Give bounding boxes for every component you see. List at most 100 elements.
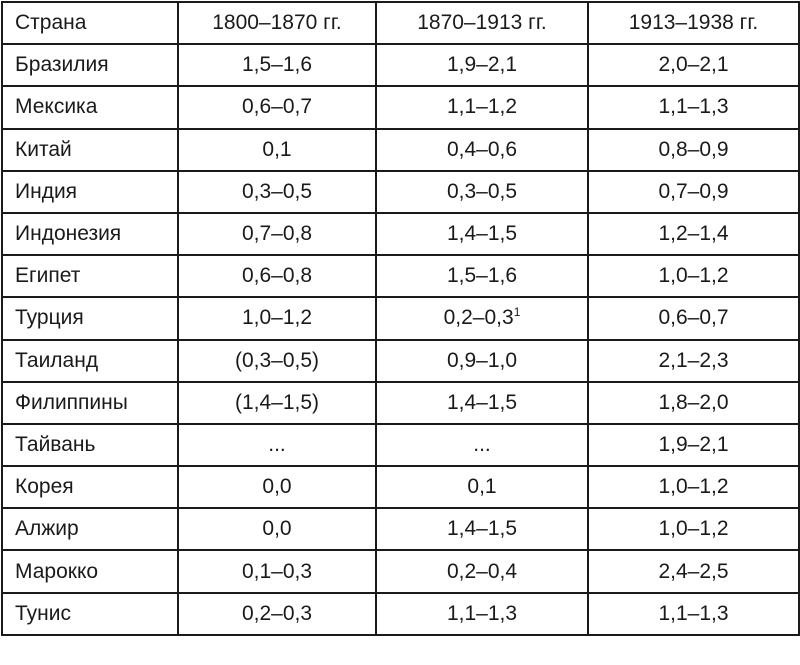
country-cell: Бразилия [1,43,179,88]
cell-text: 0,1 [467,475,497,499]
cell-text: Алжир [15,517,79,541]
country-cell: Тунис [1,591,179,636]
country-cell: Мексика [1,85,179,130]
footnote-marker: 1 [513,305,521,320]
cell-text: Индия [15,179,78,203]
value-1800-1870: 0,2–0,3 [177,591,377,636]
table-row: Мексика 0,6–0,7 1,1–1,2 1,1–1,3 [1,85,800,130]
cell-text: Корея [15,475,74,499]
cell-text: Индонезия [15,222,122,246]
country-cell: Филиппины [1,380,179,425]
cell-text: 0,4–0,6 [446,137,518,161]
cell-text: 0,9–1,0 [446,348,518,372]
value-1870-1913: 0,2–0,4 [375,549,589,594]
value-1870-1913: 1,1–1,3 [375,591,589,636]
value-1913-1938: 2,4–2,5 [587,549,800,594]
cell-text: 0,2–0,3 [443,306,514,330]
value-1870-1913: 1,5–1,6 [375,254,589,299]
value-1870-1913: 0,4–0,6 [375,127,589,172]
cell-text: 1,0–1,2 [658,475,729,499]
value-1800-1870: 0,0 [177,465,377,510]
cell-text: Египет [15,264,81,288]
cell-text: ... [473,432,491,456]
country-cell: Египет [1,254,179,299]
cell-text: 0,1–0,3 [241,559,313,583]
cell-text: ... [268,432,286,456]
cell-text: 2,1–2,3 [658,348,729,372]
cell-text: (1,4–1,5) [234,390,320,414]
value-1800-1870: (0,3–0,5) [177,338,377,383]
table-row: Индонезия 0,7–0,8 1,4–1,5 1,2–1,4 [1,211,800,257]
cell-text: 0,3–0,5 [241,179,313,203]
country-cell: Таиланд [1,338,179,383]
cell-text: 1,0–1,2 [241,306,313,330]
table-row: Бразилия 1,5–1,6 1,9–2,1 2,0–2,1 [1,43,800,88]
value-1913-1938: 2,0–2,1 [587,43,800,88]
value-1913-1938: 0,7–0,9 [587,169,800,214]
cell-text: 1,1–1,3 [658,601,729,625]
cell-text: 1,9–2,1 [658,432,729,456]
table-row: Тайвань...... 1,9–2,1 [1,422,800,468]
cell-text: Китай [15,137,72,161]
cell-text: 0,7–0,9 [658,179,729,203]
value-1913-1938: 1,2–1,4 [587,211,800,257]
cell-text: 0,6–0,7 [241,95,313,119]
table-row: Филиппины (1,4–1,5) 1,4–1,5 1,8–2,0 [1,380,800,425]
value-1913-1938: 1,9–2,1 [587,422,800,468]
value-1913-1938: 1,8–2,0 [587,380,800,425]
value-1870-1913: 1,1–1,2 [375,85,589,130]
country-cell: Марокко [1,549,179,594]
growth-rates-table: Страна 1800–1870 гг. 1870–1913 гг. 1913–… [1,0,800,636]
cell-text: 0,0 [262,517,292,541]
value-1800-1870: 0,6–0,7 [177,85,377,130]
cell-text: 1,1–1,3 [658,95,729,119]
value-1800-1870: 1,5–1,6 [177,43,377,88]
value-1870-1913: ... [375,422,589,468]
table-row: Египет 0,6–0,8 1,5–1,6 1,0–1,2 [1,254,800,299]
cell-text: 1,5–1,6 [241,53,313,77]
value-1800-1870: (1,4–1,5) [177,380,377,425]
cell-text: 1,8–2,0 [658,390,729,414]
cell-text: 1,4–1,5 [446,390,518,414]
cell-text: 0,7–0,8 [241,222,313,246]
value-1800-1870: 0,6–0,8 [177,254,377,299]
cell-text: 1,4–1,5 [446,222,518,246]
cell-text: 1,2–1,4 [658,222,729,246]
value-1800-1870: 0,3–0,5 [177,169,377,214]
value-1800-1870: 0,1 [177,127,377,172]
cell-text: 1,4–1,5 [446,517,518,541]
value-1870-1913: 1,4–1,5 [375,380,589,425]
cell-text: 0,3–0,5 [446,179,518,203]
header-period-1800-1870: 1800–1870 гг. [177,0,377,46]
country-cell: Алжир [1,507,179,552]
value-1913-1938: 2,1–2,3 [587,338,800,383]
cell-text: Турция [15,306,84,330]
header-period-1913-1938: 1913–1938 гг. [587,0,800,46]
table-row: Корея 0,0 0,1 1,0–1,2 [1,465,800,510]
cell-text: 1,1–1,2 [446,95,518,119]
cell-text: 1,0–1,2 [658,264,729,288]
country-cell: Турция [1,296,179,341]
value-1913-1938: 1,0–1,2 [587,507,800,552]
table-row: Алжир 0,0 1,4–1,5 1,0–1,2 [1,507,800,552]
value-1800-1870: 1,0–1,2 [177,296,377,341]
country-cell: Индия [1,169,179,214]
header-period-1870-1913: 1870–1913 гг. [375,0,589,46]
value-1913-1938: 0,8–0,9 [587,127,800,172]
cell-text: 0,2–0,4 [446,559,518,583]
table-body: Бразилия 1,5–1,6 1,9–2,1 2,0–2,1 Мексика 0,6–… [1,43,800,636]
value-1870-1913: 1,4–1,5 [375,507,589,552]
cell-text: 2,4–2,5 [658,559,729,583]
value-1913-1938: 0,6–0,7 [587,296,800,341]
cell-text: 0,6–0,8 [241,264,313,288]
cell-text: 1,1–1,3 [446,601,518,625]
table-header: Страна 1800–1870 гг. 1870–1913 гг. 1913–… [1,0,800,46]
country-cell: Индонезия [1,211,179,257]
value-1870-1913: 1,4–1,5 [375,211,589,257]
value-1913-1938: 1,0–1,2 [587,465,800,510]
cell-text: Тайвань [15,432,96,456]
country-cell: Корея [1,465,179,510]
value-1870-1913: 0,9–1,0 [375,338,589,383]
value-1800-1870: 0,1–0,3 [177,549,377,594]
value-1870-1913: 1,9–2,1 [375,43,589,88]
